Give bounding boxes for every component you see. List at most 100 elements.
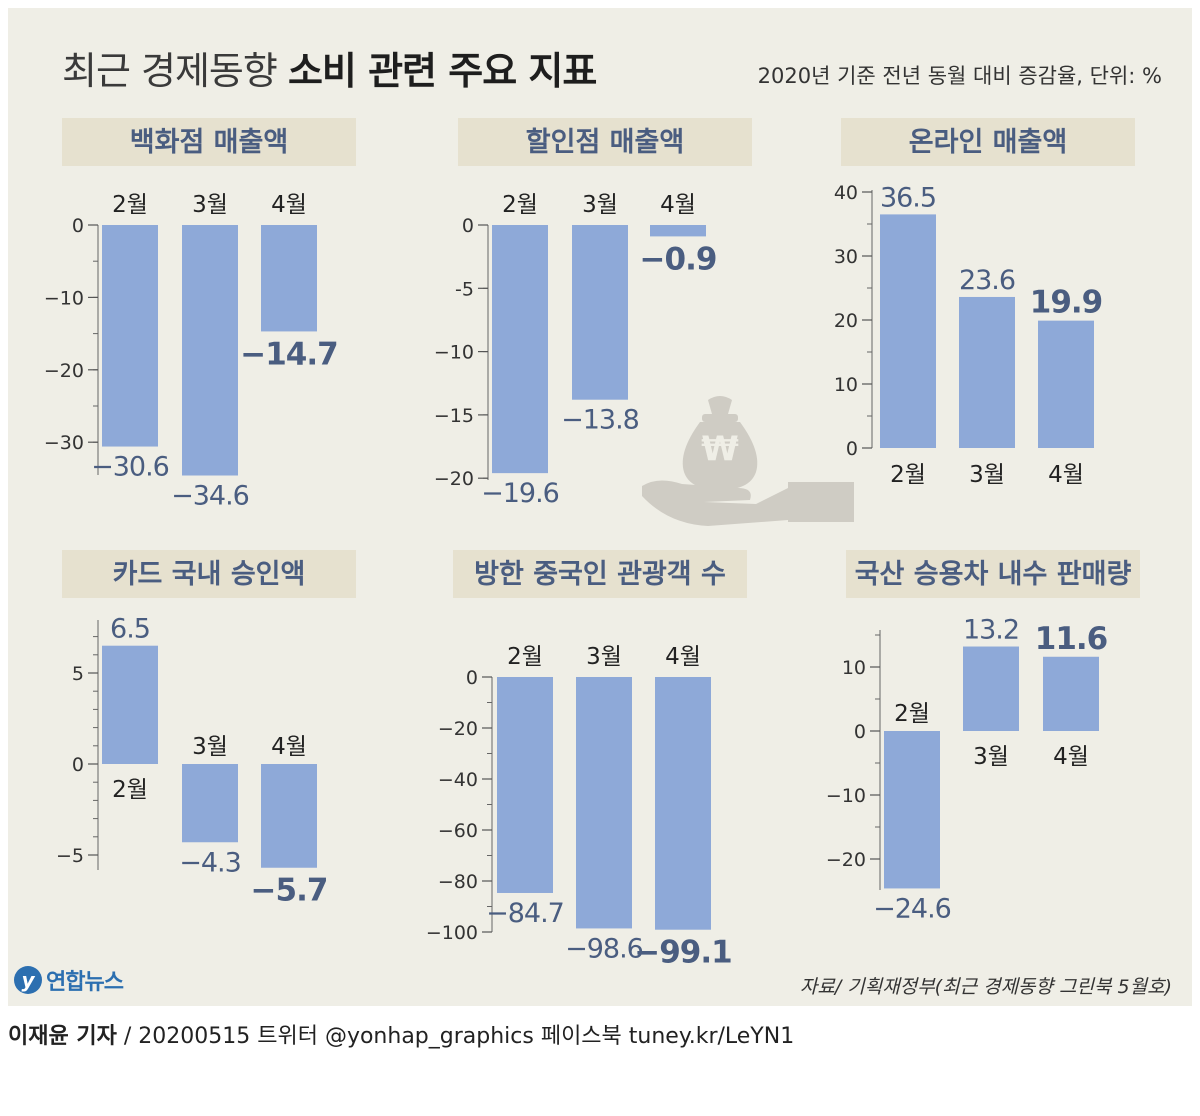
chart5-title: 방한 중국인 관광객 수	[474, 559, 726, 590]
chart3-title-box	[841, 118, 1135, 166]
chart1-title-box	[62, 118, 356, 166]
chart3-value-label: 23.6	[959, 265, 1015, 296]
chart5-tick-label: −80	[438, 871, 478, 893]
chart5-tick-label: −60	[438, 820, 478, 842]
chart4-tick-label: 0	[72, 754, 84, 776]
chart4-category-label: 3월	[192, 734, 228, 760]
chart5-category-label: 2월	[507, 644, 543, 670]
chart4-tick-label: 5	[72, 663, 84, 685]
chart5-value-label: −99.1	[634, 935, 731, 971]
chart6-category-label: 3월	[973, 744, 1009, 770]
chart3-value-label: 36.5	[880, 182, 936, 213]
chart2-category-label: 2월	[502, 192, 538, 218]
chart3-tick-label: 40	[834, 182, 858, 204]
logo-text: 연합뉴스	[46, 970, 124, 995]
credit-rest: / 20200515 트위터 @yonhap_graphics 페이스북 tun…	[116, 1024, 795, 1049]
chart1-value-label: −34.6	[171, 481, 249, 512]
chart6-bar	[1043, 656, 1099, 731]
chart4-bar	[182, 764, 238, 843]
chart6-category-label: 4월	[1053, 744, 1089, 770]
chart5-category-label: 4월	[665, 644, 701, 670]
chart3-tick-label: 20	[834, 310, 858, 332]
chart1-bar	[182, 225, 238, 476]
money-bag-hand-icon: ₩	[642, 396, 854, 526]
chart4-category-label: 2월	[112, 777, 148, 803]
chart3-value-label: 19.9	[1030, 285, 1103, 321]
chart4-value-label: 6.5	[110, 614, 150, 645]
chart4-category-label: 4월	[271, 734, 307, 760]
chart2-value-label: −19.6	[481, 478, 559, 509]
chart1-title: 백화점 매출액	[130, 127, 288, 158]
chart2-value-label: −0.9	[640, 241, 717, 277]
chart6-tick-label: −10	[826, 785, 866, 807]
chart2-tick-label: −15	[434, 405, 474, 427]
chart2-bar	[572, 225, 628, 400]
chart1-value-label: −14.7	[240, 336, 337, 372]
reporter-name: 이재윤 기자	[8, 1024, 117, 1049]
chart6-bar	[884, 731, 940, 889]
chart4-tick-label: −5	[56, 845, 84, 867]
chart2-bar	[492, 225, 548, 474]
chart6-value-label: −24.6	[873, 893, 951, 924]
chart6-title-box	[846, 550, 1140, 598]
title-bold: 소비 관련 주요 지표	[287, 49, 597, 93]
chart4-value-label: −4.3	[179, 847, 241, 878]
chart1-tick-label: −30	[44, 432, 84, 454]
chart4-title-box	[62, 550, 356, 598]
chart2-title: 할인점 매출액	[526, 127, 684, 158]
chart4-title: 카드 국내 승인액	[113, 559, 306, 590]
chart4-bar	[102, 645, 158, 764]
chart1-bar	[261, 225, 317, 332]
chart3-category-label: 2월	[890, 462, 926, 488]
chart3-tick-label: 0	[846, 438, 858, 460]
chart6-value-label: 13.2	[963, 615, 1019, 646]
chart3-category-label: 4월	[1048, 462, 1084, 488]
chart5-bar	[655, 677, 711, 930]
chart2-category-label: 3월	[582, 192, 618, 218]
chart6-bar	[963, 646, 1019, 731]
chart1-value-label: −30.6	[91, 452, 169, 483]
chart3-category-label: 3월	[969, 462, 1005, 488]
chart5-tick-label: −100	[426, 922, 478, 944]
svg-text:₩: ₩	[701, 429, 739, 469]
chart1-tick-label: −20	[44, 360, 84, 382]
chart1-category-label: 4월	[271, 192, 307, 218]
chart5-title-box	[453, 550, 747, 598]
chart1-tick-label: −10	[44, 287, 84, 309]
chart3-bar	[880, 214, 936, 448]
chart2-tick-label: −20	[434, 468, 474, 490]
credit-line: 이재윤 기자 / 20200515 트위터 @yonhap_graphics 페…	[8, 1018, 794, 1050]
chart3-bar	[1038, 320, 1094, 448]
chart3-tick-label: 10	[834, 374, 858, 396]
chart2-category-label: 4월	[660, 192, 696, 218]
page-title: 최근 경제동향 소비 관련 주요 지표	[62, 40, 597, 95]
chart5-value-label: −84.7	[486, 898, 564, 929]
chart2-tick-label: -5	[455, 278, 474, 300]
chart2-title-box	[458, 118, 752, 166]
chart3-title: 온라인 매출액	[909, 127, 1067, 158]
chart2-tick-label: 0	[462, 215, 474, 237]
chart5-tick-label: 0	[466, 667, 478, 689]
chart1-category-label: 3월	[192, 192, 228, 218]
chart4-bar	[261, 764, 317, 868]
chart3-bar	[959, 296, 1015, 448]
chart5-bar	[576, 677, 632, 929]
chart5-value-label: −98.6	[565, 933, 643, 964]
chart1-bar	[102, 225, 158, 447]
chart5-category-label: 3월	[586, 644, 622, 670]
chart3-tick-label: 30	[834, 246, 858, 268]
chart2-tick-label: −10	[434, 342, 474, 364]
title-light: 최근 경제동향	[62, 49, 278, 93]
chart5-tick-label: −40	[438, 769, 478, 791]
chart1-category-label: 2월	[112, 192, 148, 218]
chart5-tick-label: −20	[438, 718, 478, 740]
source-note: 자료/ 기획재정부(최근 경제동향 그린북 5월호)	[799, 976, 1172, 998]
unit-note: 2020년 기준 전년 동월 대비 증감율, 단위: %	[757, 64, 1162, 88]
chart1-tick-label: 0	[72, 215, 84, 237]
chart6-title: 국산 승용차 내수 판매량	[855, 559, 1132, 590]
chart6-tick-label: −20	[826, 849, 866, 871]
chart6-category-label: 2월	[894, 701, 930, 727]
chart2-bar	[650, 225, 706, 237]
chart5-bar	[497, 677, 553, 893]
